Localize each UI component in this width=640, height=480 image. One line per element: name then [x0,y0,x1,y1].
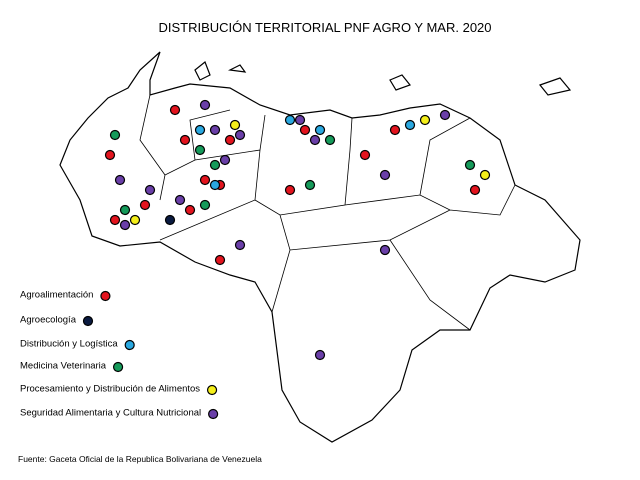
map-marker [174,194,186,206]
map-marker [379,244,391,256]
map-marker [404,119,416,131]
map-markers [104,99,491,361]
legend-label: Agroecología [20,315,77,326]
map-marker [139,199,151,211]
map-marker [219,154,231,166]
map-marker [284,114,296,126]
map-marker [104,149,116,161]
map-marker [164,214,176,226]
map-marker [419,114,431,126]
map-marker [119,219,131,231]
map-marker [129,214,141,226]
legend-label: Distribución y Logística [20,339,118,350]
map-marker [234,129,246,141]
map-marker [299,124,311,136]
map-marker [199,174,211,186]
map-marker [314,349,326,361]
map-marker [194,124,206,136]
map-marker [464,159,476,171]
map-marker [209,159,221,171]
map-marker [214,254,226,266]
legend: Agroalimentación Agroecología Distribución… [20,290,219,420]
map-marker [209,124,221,136]
map-marker [359,149,371,161]
map-marker [439,109,451,121]
map-marker [479,169,491,181]
map-marker [169,104,181,116]
map-marker [324,134,336,146]
map-marker [199,199,211,211]
map-marker [119,204,131,216]
map-marker [109,214,121,226]
map-marker [179,134,191,146]
legend-marker [124,339,135,351]
legend-label: Seguridad Alimentaria y Cultura Nutricio… [20,408,201,419]
map-marker [469,184,481,196]
legend-marker [206,384,218,396]
map-marker [389,124,401,136]
legend-label: Procesamiento y Distribución de Alimento… [20,384,200,395]
map-marker [314,124,326,136]
map-marker [304,179,316,191]
source-note: Fuente: Gaceta Oficial de la Republica B… [18,454,262,464]
map-marker [234,239,246,251]
legend-label: Agroalimentación [20,290,93,301]
legend-marker [112,361,124,373]
map-marker [184,204,196,216]
legend-marker [82,315,94,327]
legend-marker [100,290,111,302]
map-marker [294,114,306,126]
map-marker [109,129,121,141]
map-marker [229,119,241,131]
map-marker [199,99,211,111]
map-marker [144,184,156,196]
map-marker [209,179,221,191]
venezuela-outline [59,51,581,443]
map-title: DISTRIBUCIÓN TERRITORIAL PNF AGRO Y MAR.… [158,20,491,35]
map-marker [224,134,236,146]
map-marker [309,134,321,146]
map-marker [194,144,206,156]
legend-marker [208,408,219,420]
map-marker [284,184,296,196]
legend-label: Medicina Veterinaria [20,361,107,372]
map-marker [114,174,126,186]
map-marker [379,169,391,181]
